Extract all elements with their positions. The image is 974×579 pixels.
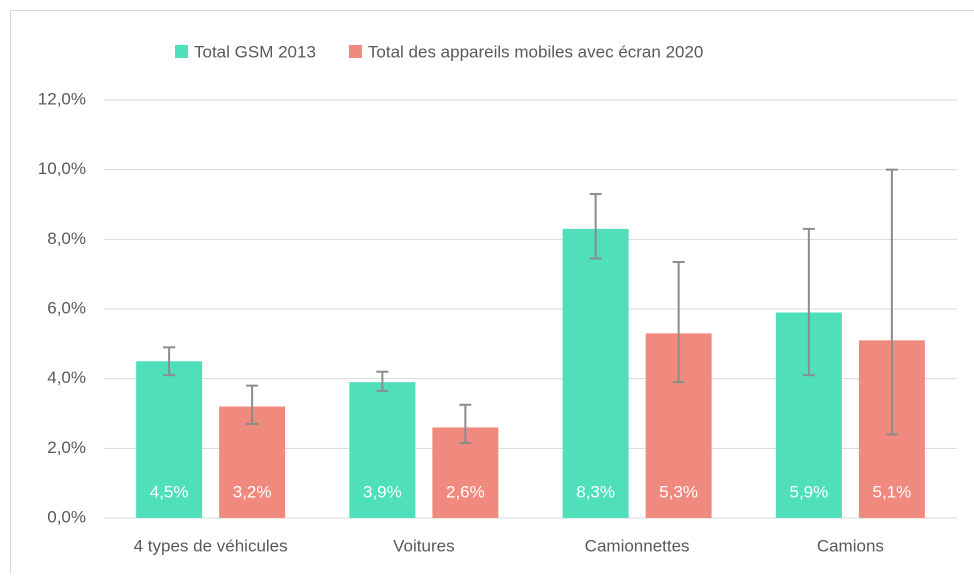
y-tick-label: 10,0% xyxy=(38,159,86,178)
y-tick-label: 2,0% xyxy=(47,438,86,457)
data-label: 5,3% xyxy=(659,482,698,501)
x-tick-label: 4 types de véhicules xyxy=(134,536,288,555)
data-label: 5,9% xyxy=(790,482,829,501)
y-tick-label: 4,0% xyxy=(47,368,86,387)
legend-label: Total des appareils mobiles avec écran 2… xyxy=(368,42,703,61)
x-tick-label: Camions xyxy=(817,536,884,555)
data-label: 8,3% xyxy=(576,482,615,501)
data-label: 3,2% xyxy=(233,482,272,501)
x-tick-label: Camionnettes xyxy=(585,536,690,555)
legend-label: Total GSM 2013 xyxy=(194,42,316,61)
bar xyxy=(563,229,629,518)
data-label: 2,6% xyxy=(446,482,485,501)
legend-swatch xyxy=(175,45,188,58)
y-tick-label: 0,0% xyxy=(47,507,86,526)
data-label: 4,5% xyxy=(150,482,189,501)
legend-swatch xyxy=(349,45,362,58)
data-label: 3,9% xyxy=(363,482,402,501)
x-tick-label: Voitures xyxy=(393,536,454,555)
y-tick-label: 8,0% xyxy=(47,229,86,248)
y-tick-label: 12,0% xyxy=(38,89,86,108)
data-label: 5,1% xyxy=(873,482,912,501)
y-tick-label: 6,0% xyxy=(47,298,86,317)
